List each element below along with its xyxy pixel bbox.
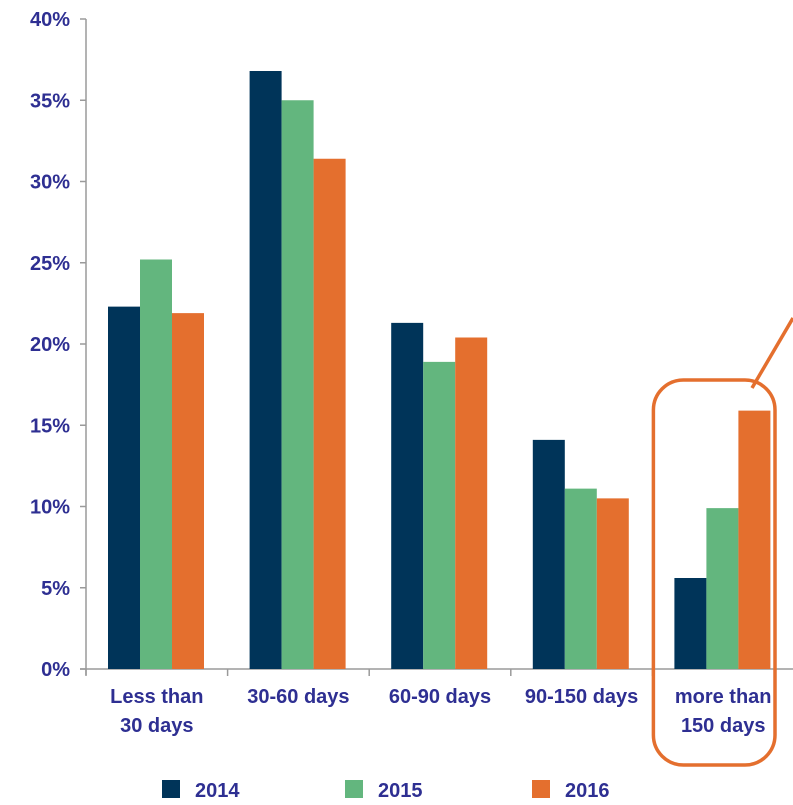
bar-2015 (281, 100, 314, 669)
bar-2014 (391, 322, 424, 669)
bar-2016 (313, 158, 346, 669)
y-tick-label: 35% (30, 90, 70, 112)
legend-swatch-2016 (532, 780, 550, 798)
y-axis-ticks: 0% 5% 10% 15% 20% 25% 30% 35% 40% (30, 9, 86, 681)
bar-2014 (532, 439, 565, 669)
highlight-callout (651, 317, 793, 767)
bar-2014 (674, 578, 707, 669)
x-category-label: 60-90 days (389, 686, 491, 708)
bar-2016 (738, 410, 771, 669)
bar-2016 (172, 313, 204, 669)
bar-2016 (455, 337, 488, 669)
callout-pointer (750, 317, 793, 389)
x-category-label: 90-150 days (525, 686, 638, 708)
legend-label-2015: 2015 (378, 780, 423, 802)
y-tick-label: 30% (30, 172, 70, 194)
x-category-label: Less than 30 days (110, 686, 203, 737)
legend-label-2014: 2014 (195, 780, 240, 802)
bar-2015 (423, 361, 456, 669)
highlight-outline (651, 378, 777, 767)
chart-legend: 2014 2015 2016 (162, 780, 610, 802)
chart-bars (108, 71, 771, 669)
x-axis-categories: Less than 30 days 30-60 days 60-90 days 90-1… (110, 686, 771, 737)
bar-2016 (596, 498, 629, 669)
y-tick-label: 20% (30, 334, 70, 356)
bar-2015 (564, 488, 597, 669)
bar-2015 (140, 259, 172, 669)
y-tick-label: 40% (30, 9, 70, 31)
bar-2014 (249, 71, 282, 669)
x-category-label: more than 150 days (675, 686, 772, 737)
y-tick-label: 10% (30, 497, 70, 519)
legend-swatch-2015 (345, 780, 363, 798)
y-tick-label: 5% (41, 578, 70, 600)
x-category-label: 30-60 days (247, 686, 349, 708)
legend-label-2016: 2016 (565, 780, 610, 802)
y-tick-label: 15% (30, 415, 70, 437)
bar-2014 (108, 306, 140, 669)
bar-2015 (706, 508, 739, 669)
y-tick-label: 0% (41, 659, 70, 681)
y-tick-label: 25% (30, 253, 70, 275)
legend-swatch-2014 (162, 780, 180, 798)
